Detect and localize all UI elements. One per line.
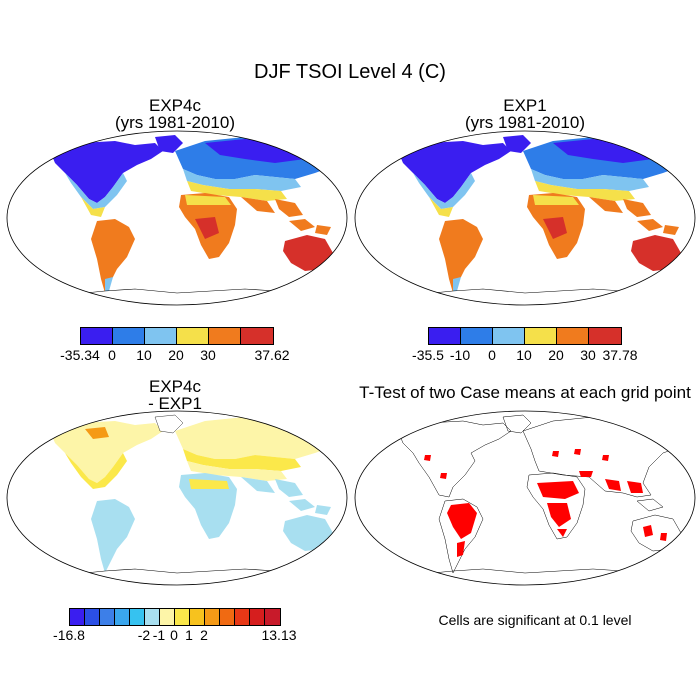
colorbar-3-tick-label: 2 xyxy=(200,627,208,643)
colorbar-2-tick-label: 37.78 xyxy=(602,347,638,363)
panel-3-title: EXP4c xyxy=(149,377,201,396)
colorbar-3-tick-label: -1 xyxy=(152,627,166,643)
colorbar-2-box xyxy=(461,328,493,344)
colorbar-1-box xyxy=(209,328,241,344)
map-exp1 xyxy=(354,130,696,306)
colorbar-1-box xyxy=(241,328,273,344)
colorbar-exp1 xyxy=(428,327,622,345)
panel-2-subtitle: (yrs 1981-2010) xyxy=(464,113,585,132)
colorbar-exp1-ticks: -35.5 -10 0 10 20 30 37.78 xyxy=(412,347,637,365)
colorbar-2-tick-label: 20 xyxy=(548,347,564,363)
colorbar-2-tick-label: 30 xyxy=(580,347,596,363)
map-difference xyxy=(6,410,348,586)
colorbar-3-box xyxy=(100,609,115,625)
colorbar-3-tick-label: 0 xyxy=(170,627,178,643)
colorbar-2-tick-label: -35.5 xyxy=(412,347,444,363)
colorbar-2-box xyxy=(589,328,621,344)
colorbar-3-box xyxy=(70,609,85,625)
colorbar-3-box xyxy=(115,609,130,625)
panel-1-subtitle: (yrs 1981-2010) xyxy=(114,113,235,132)
colorbar-2-tick-label: 0 xyxy=(488,347,496,363)
colorbar-3-box xyxy=(235,609,250,625)
colorbar-3-box xyxy=(250,609,265,625)
main-title: DJF TSOI Level 4 (C) xyxy=(254,61,446,83)
colorbar-1-tick-label: 20 xyxy=(168,347,184,363)
colorbar-3-box xyxy=(145,609,160,625)
colorbar-exp4c xyxy=(80,327,274,345)
colorbar-2-tick-label: -10 xyxy=(449,347,471,363)
colorbar-2-box xyxy=(557,328,589,344)
colorbar-3-box xyxy=(205,609,220,625)
colorbar-1-box xyxy=(145,328,177,344)
colorbar-1-tick-label: 30 xyxy=(200,347,216,363)
panel-2-title: EXP1 xyxy=(503,96,547,115)
colorbar-3-tick-label: 13.13 xyxy=(261,627,297,643)
colorbar-3-box xyxy=(175,609,190,625)
colorbar-1-box xyxy=(81,328,113,344)
colorbar-3-tick-label: -16.8 xyxy=(53,627,85,643)
colorbar-3-box xyxy=(85,609,100,625)
colorbar-2-box xyxy=(429,328,461,344)
colorbar-1-tick-label: 37.62 xyxy=(254,347,290,363)
colorbar-2-box xyxy=(493,328,525,344)
colorbar-1-box xyxy=(113,328,145,344)
colorbar-3-box xyxy=(220,609,235,625)
colorbar-3-tick-label: 1 xyxy=(185,627,193,643)
colorbar-difference xyxy=(69,608,281,626)
colorbar-exp4c-ticks: -35.34 0 10 20 30 37.62 xyxy=(60,347,289,365)
colorbar-3-box xyxy=(265,609,280,625)
significance-note: Cells are significant at 0.1 level xyxy=(438,612,632,628)
colorbar-difference-ticks: -16.8 -2 -1 0 1 2 13.13 xyxy=(53,627,296,645)
colorbar-3-box xyxy=(160,609,175,625)
colorbar-1-box xyxy=(177,328,209,344)
colorbar-2-tick-label: 10 xyxy=(516,347,532,363)
map-t-test xyxy=(354,410,696,586)
panel-4-title: T-Test of two Case means at each grid po… xyxy=(359,383,691,402)
panel-3-subtitle: - EXP1 xyxy=(148,394,202,413)
map-exp4c xyxy=(6,130,348,306)
colorbar-1-tick-label: 10 xyxy=(136,347,152,363)
colorbar-3-box xyxy=(190,609,205,625)
colorbar-2-box xyxy=(525,328,557,344)
colorbar-3-tick-label: -2 xyxy=(137,627,151,643)
colorbar-1-tick-label: -35.34 xyxy=(60,347,100,363)
colorbar-1-tick-label: 0 xyxy=(108,347,116,363)
panel-1-title: EXP4c xyxy=(149,96,201,115)
colorbar-3-box xyxy=(130,609,145,625)
